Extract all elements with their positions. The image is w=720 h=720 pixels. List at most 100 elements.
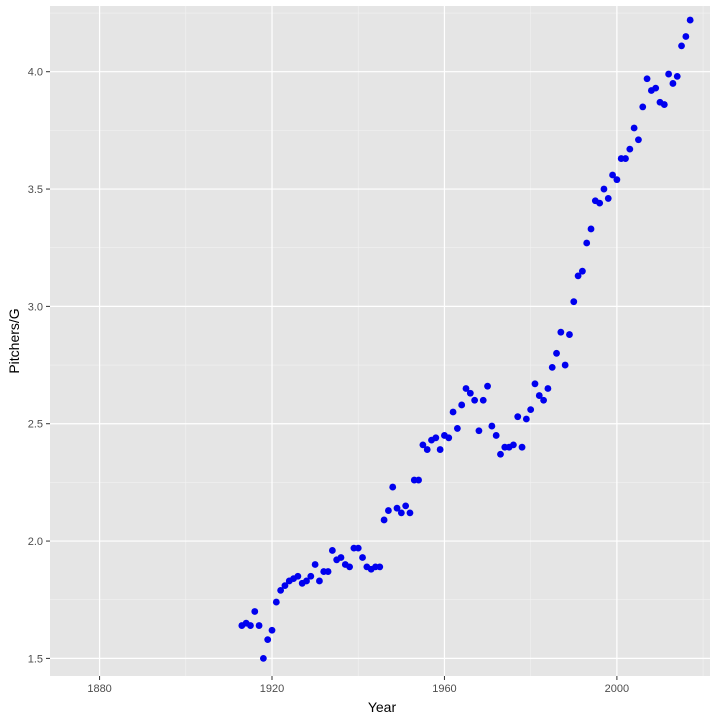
data-point	[471, 396, 479, 404]
data-point	[264, 636, 272, 644]
minor-gridlines	[50, 6, 710, 676]
data-point	[626, 145, 634, 153]
data-point	[665, 70, 673, 78]
plot-panel	[50, 6, 710, 676]
data-point	[669, 80, 677, 87]
data-point	[622, 155, 629, 162]
data-point	[484, 382, 491, 390]
data-point	[479, 396, 487, 404]
y-axis-ticks: 1.5 2.0 2.5 3.0 3.5 4.0	[28, 67, 50, 665]
data-point	[475, 427, 483, 435]
data-point	[544, 385, 552, 392]
data-point	[583, 239, 591, 247]
data-point	[406, 509, 414, 517]
data-point	[393, 504, 401, 512]
data-point	[578, 267, 586, 275]
data-point	[268, 626, 276, 634]
data-point	[635, 136, 642, 144]
data-point	[574, 272, 582, 280]
data-point	[423, 446, 431, 453]
data-point	[346, 563, 354, 571]
data-point	[458, 401, 466, 409]
data-point	[389, 483, 397, 491]
data-points	[238, 16, 694, 662]
data-point	[436, 446, 444, 453]
data-point	[570, 298, 578, 306]
y-axis-title: Pitchers/G	[6, 308, 22, 373]
data-point	[587, 225, 595, 233]
data-point	[613, 176, 621, 184]
data-point	[553, 349, 560, 357]
x-axis-ticks: 1880 1920 1960 2000	[87, 676, 629, 695]
data-point	[385, 507, 392, 514]
data-point	[686, 16, 694, 24]
data-point	[527, 406, 535, 414]
data-point	[281, 582, 289, 590]
x-tick-label: 2000	[605, 683, 629, 695]
data-point	[419, 441, 427, 449]
major-gridlines	[50, 6, 710, 676]
data-point	[660, 101, 668, 108]
data-point	[251, 608, 259, 615]
data-point	[259, 654, 267, 662]
data-point	[609, 171, 616, 179]
data-point	[518, 443, 526, 451]
x-tick-label: 1920	[260, 683, 284, 695]
data-point	[639, 103, 647, 111]
data-point	[540, 396, 547, 404]
data-point	[402, 502, 410, 510]
data-point	[328, 547, 336, 554]
data-point	[255, 622, 263, 629]
x-axis-title: Year	[368, 699, 397, 715]
data-point	[652, 84, 660, 92]
data-point	[324, 568, 332, 575]
data-point	[510, 441, 517, 449]
data-point	[643, 75, 651, 83]
data-point	[566, 331, 573, 338]
data-point	[449, 408, 457, 416]
data-point	[596, 199, 604, 207]
data-point	[548, 364, 556, 371]
y-tick-label: 2.5	[28, 419, 43, 431]
data-point	[557, 328, 565, 336]
data-point	[497, 450, 504, 458]
data-point	[673, 73, 681, 80]
data-point	[380, 516, 388, 524]
data-point	[466, 389, 474, 397]
y-tick-label: 3.5	[28, 184, 43, 196]
data-point	[294, 572, 302, 580]
data-point	[277, 586, 285, 594]
data-point	[462, 385, 470, 392]
data-point	[376, 563, 384, 571]
data-point	[397, 509, 405, 517]
data-point	[445, 434, 453, 442]
data-point	[354, 544, 362, 552]
data-point	[359, 554, 366, 561]
y-tick-label: 2.0	[28, 536, 43, 548]
data-point	[531, 380, 539, 388]
data-point	[682, 33, 690, 40]
data-point	[432, 434, 440, 442]
data-point	[415, 476, 422, 484]
data-point	[492, 432, 500, 439]
data-point	[453, 425, 461, 432]
data-point	[630, 124, 638, 132]
data-point	[311, 561, 319, 568]
x-tick-label: 1880	[87, 683, 111, 695]
data-point	[307, 572, 315, 580]
data-point	[522, 415, 530, 423]
data-point	[337, 554, 345, 561]
data-point	[561, 361, 569, 369]
data-point	[514, 413, 522, 421]
y-tick-label: 1.5	[28, 653, 43, 665]
y-tick-label: 3.0	[28, 301, 43, 313]
data-point	[272, 598, 280, 606]
x-tick-label: 1960	[432, 683, 456, 695]
data-point	[247, 622, 254, 629]
data-point	[303, 577, 310, 585]
data-point	[316, 577, 323, 585]
data-point	[678, 42, 685, 50]
data-point	[535, 392, 543, 399]
y-tick-label: 4.0	[28, 67, 43, 79]
